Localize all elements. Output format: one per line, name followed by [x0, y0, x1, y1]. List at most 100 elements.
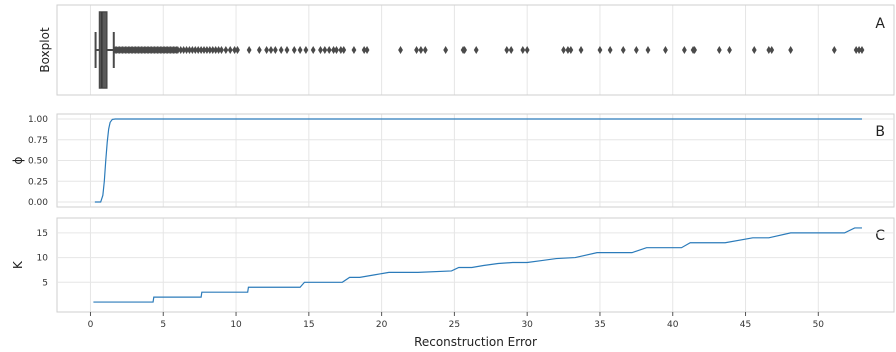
outlier-point: [195, 46, 201, 54]
outlier-point: [633, 46, 639, 54]
y-axis-label: ϕ: [11, 156, 25, 164]
y-tick-label: 0.50: [28, 157, 48, 167]
y-tick-label: 0.25: [28, 177, 48, 187]
outlier-point: [831, 46, 837, 54]
outlier-point: [364, 46, 370, 54]
x-tick-label: 35: [594, 320, 605, 330]
outlier-point: [341, 46, 347, 54]
outlier-point: [520, 46, 526, 54]
outlier-point: [578, 46, 584, 54]
outlier-point: [184, 46, 189, 54]
series-line: [93, 227, 862, 303]
outlier-point: [607, 46, 613, 54]
outlier-point: [788, 46, 794, 54]
outlier-point: [504, 46, 510, 54]
outlier-point: [223, 46, 229, 54]
outlier-point: [692, 46, 697, 54]
outlier-point: [181, 46, 187, 54]
y-tick-label: 15: [37, 229, 48, 239]
outlier-point: [561, 46, 566, 54]
panel-a-boxplot: A Boxplot: [38, 4, 895, 96]
outlier-point: [207, 46, 213, 54]
outlier-point: [568, 46, 574, 54]
x-tick-label: 15: [303, 320, 314, 330]
x-tick-label: 45: [740, 320, 751, 330]
outlier-point: [278, 46, 284, 54]
outlier-point: [198, 46, 204, 54]
outlier-point: [443, 46, 449, 54]
outlier-point: [219, 46, 224, 54]
outlier-point: [178, 46, 184, 54]
outlier-point: [414, 46, 419, 54]
y-axis-label: K: [11, 260, 25, 269]
outlier-point: [204, 46, 210, 54]
outlier-point: [264, 46, 270, 54]
outlier-point: [645, 46, 651, 54]
outlier-point: [856, 46, 862, 54]
x-tick-label: 0: [88, 320, 94, 330]
x-tick-label: 30: [521, 320, 533, 330]
outlier-point: [192, 46, 198, 54]
boxplot-box: [98, 11, 108, 89]
panel-b-line-chart: Bϕ 0.00 0.25 0.50 0.75 1.00: [11, 113, 895, 208]
shared-x-axis: 0 5 10 15 20 25 30 35 40 45 50 Reconstruction Error: [88, 312, 825, 349]
outlier-point: [338, 46, 344, 54]
outlier-point: [418, 46, 424, 54]
outlier-point: [597, 46, 603, 54]
outlier-point: [268, 46, 274, 54]
outlier-point: [235, 46, 240, 54]
outlier-point: [246, 46, 252, 54]
outlier-point: [318, 46, 323, 54]
panel-frame: [56, 4, 895, 96]
outlier-point: [175, 46, 181, 54]
outlier-point: [284, 46, 290, 54]
outlier-point: [351, 46, 357, 54]
x-tick-label: 50: [813, 320, 825, 330]
outlier-point: [334, 46, 339, 54]
outlier-point: [291, 46, 297, 54]
outlier-point: [322, 46, 328, 54]
x-axis-label: Reconstruction Error: [414, 335, 537, 349]
x-tick-label: 5: [160, 320, 166, 330]
outlier-point: [766, 46, 772, 54]
panel-c-line-chart: C K 5 10 15: [11, 217, 895, 313]
outlier-point: [213, 46, 219, 54]
y-axis-label: Boxplot: [38, 27, 52, 73]
outlier-point: [859, 46, 865, 54]
y-tick-label: 10: [37, 254, 49, 264]
outlier-point: [462, 46, 467, 54]
outlier-point: [727, 46, 732, 54]
outlier-point: [769, 46, 775, 54]
series-line: [94, 118, 862, 203]
outlier-point: [216, 46, 221, 54]
x-tick-label: 20: [376, 320, 388, 330]
outlier-point: [310, 46, 316, 54]
outlier-point: [256, 46, 262, 54]
outlier-point: [508, 46, 514, 54]
outlier-point: [422, 46, 428, 54]
outlier-point: [398, 46, 403, 54]
outlier-point: [663, 46, 668, 54]
panel-letter: B: [875, 124, 885, 140]
outlier-point: [716, 46, 722, 54]
x-tick-label: 10: [230, 320, 242, 330]
outlier-point: [473, 46, 479, 54]
outlier-point: [620, 46, 626, 54]
outlier-point: [303, 46, 309, 54]
outlier-point: [210, 46, 216, 54]
outlier-point: [227, 46, 233, 54]
x-tick-label: 40: [667, 320, 679, 330]
outlier-point: [272, 46, 278, 54]
outlier-point: [232, 46, 237, 54]
outlier-point: [751, 46, 757, 54]
y-tick-label: 5: [42, 278, 48, 288]
outlier-point: [189, 46, 195, 54]
outlier-point: [361, 46, 367, 54]
panel-letter: C: [875, 228, 885, 244]
y-tick-label: 0.00: [28, 198, 48, 208]
outlier-point: [565, 46, 571, 54]
outlier-point: [681, 46, 687, 54]
panel-frame: [56, 217, 895, 313]
outlier-point: [326, 46, 332, 54]
